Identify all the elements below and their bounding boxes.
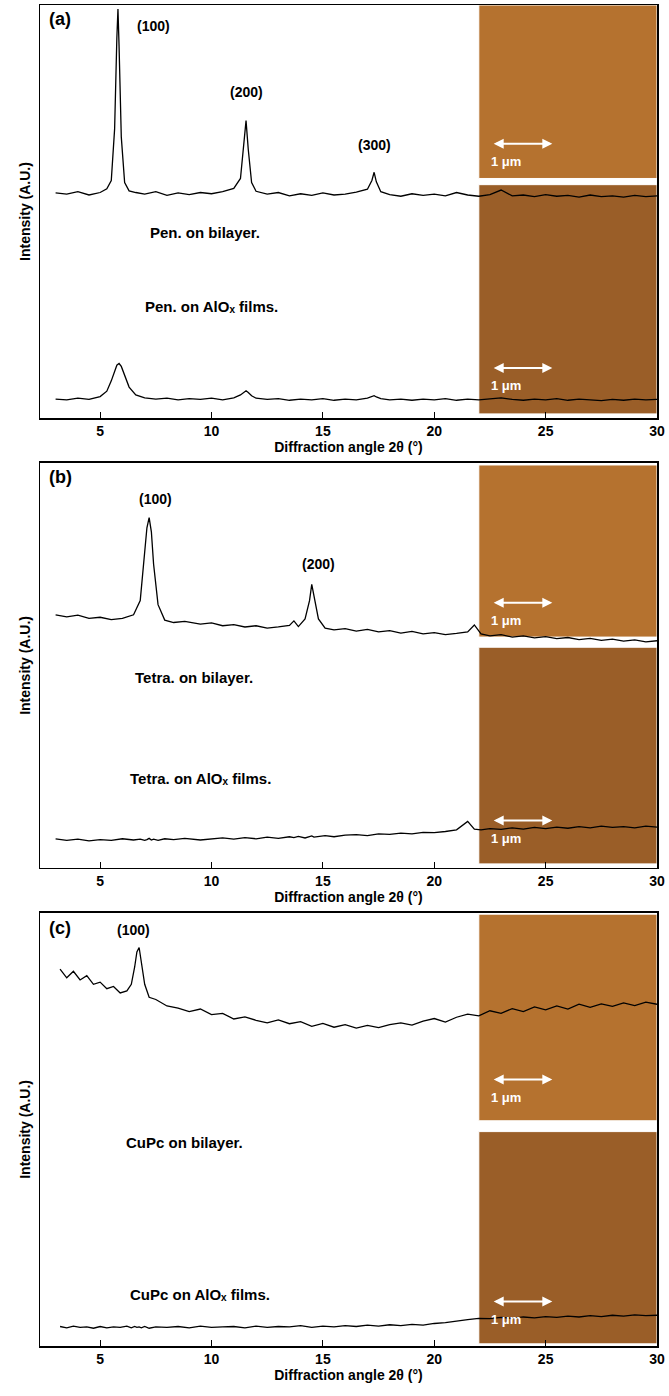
svg-text:(300): (300): [358, 137, 391, 153]
svg-text:5: 5: [96, 1351, 104, 1367]
svg-text:30: 30: [649, 873, 665, 889]
svg-text:(100): (100): [137, 18, 170, 34]
svg-text:CuPc on bilayer.: CuPc on bilayer.: [126, 1134, 243, 1151]
svg-text:10: 10: [204, 1351, 220, 1367]
svg-text:20: 20: [426, 1351, 442, 1367]
svg-text:(b): (b): [49, 467, 72, 487]
svg-text:(c): (c): [49, 918, 71, 938]
svg-text:Tetra. on bilayer.: Tetra. on bilayer.: [135, 669, 253, 686]
svg-text:30: 30: [649, 1351, 665, 1367]
svg-text:30: 30: [649, 423, 665, 439]
svg-text:1 μm: 1 μm: [491, 154, 521, 169]
svg-text:1 μm: 1 μm: [491, 1312, 521, 1327]
svg-text:20: 20: [426, 873, 442, 889]
svg-text:15: 15: [315, 1351, 331, 1367]
svg-text:Intensity (A.U.): Intensity (A.U.): [17, 1080, 33, 1179]
svg-text:(100): (100): [139, 491, 172, 507]
svg-text:1 μm: 1 μm: [491, 831, 521, 846]
svg-text:1 μm: 1 μm: [491, 613, 521, 628]
svg-text:5: 5: [96, 873, 104, 889]
svg-text:1 μm: 1 μm: [491, 378, 521, 393]
svg-text:1 μm: 1 μm: [491, 1090, 521, 1105]
svg-text:CuPc on AlOₓ films.: CuPc on AlOₓ films.: [130, 1286, 270, 1303]
svg-text:Diffraction angle 2θ (°): Diffraction angle 2θ (°): [274, 889, 423, 905]
svg-text:Intensity (A.U.): Intensity (A.U.): [17, 162, 33, 261]
svg-text:(200): (200): [230, 84, 263, 100]
svg-text:Pen. on AlOₓ films.: Pen. on AlOₓ films.: [145, 298, 278, 315]
svg-text:10: 10: [204, 423, 220, 439]
svg-text:Pen. on bilayer.: Pen. on bilayer.: [150, 224, 260, 241]
svg-text:(a): (a): [49, 9, 71, 29]
svg-text:25: 25: [538, 1351, 554, 1367]
svg-text:5: 5: [96, 423, 104, 439]
svg-text:20: 20: [426, 423, 442, 439]
svg-text:15: 15: [315, 423, 331, 439]
svg-text:25: 25: [538, 873, 554, 889]
svg-text:(200): (200): [302, 556, 335, 572]
svg-text:Tetra. on AlOₓ films.: Tetra. on AlOₓ films.: [130, 770, 271, 787]
svg-text:Intensity (A.U.): Intensity (A.U.): [17, 616, 33, 715]
svg-text:Diffraction angle 2θ (°): Diffraction angle 2θ (°): [274, 1367, 423, 1383]
svg-text:10: 10: [204, 873, 220, 889]
svg-text:(100): (100): [117, 922, 150, 938]
svg-text:25: 25: [538, 423, 554, 439]
svg-text:Diffraction angle 2θ (°): Diffraction angle 2θ (°): [274, 439, 423, 455]
svg-text:15: 15: [315, 873, 331, 889]
